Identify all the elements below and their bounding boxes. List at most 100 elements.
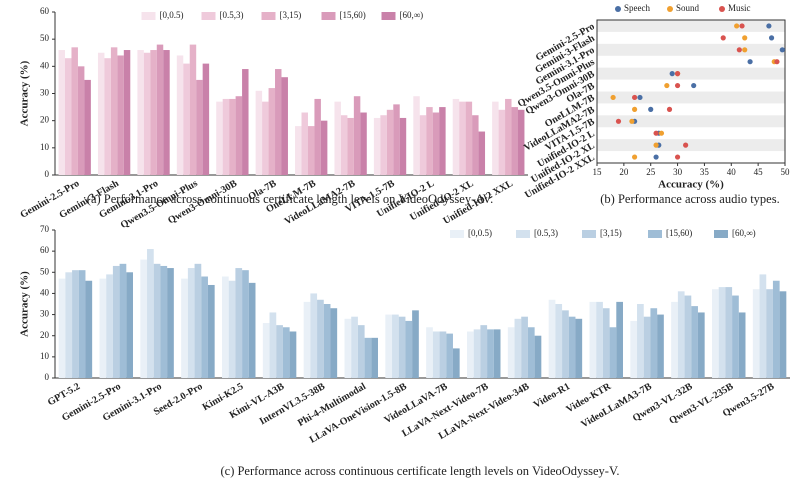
dot: [648, 106, 654, 112]
bar: [534, 335, 542, 378]
y-tick-label: 20: [40, 115, 50, 125]
caption: (c) Performance across continuous certif…: [220, 464, 619, 478]
bar: [117, 55, 124, 175]
bar: [452, 98, 460, 175]
bar: [630, 320, 638, 378]
bar: [575, 318, 583, 378]
x-tick-label: 45: [754, 167, 764, 177]
x-tick-label: 35: [700, 167, 710, 177]
bar: [58, 278, 66, 378]
row-band: [597, 115, 785, 128]
bar: [357, 325, 365, 378]
bar: [779, 291, 787, 378]
dot: [742, 35, 748, 41]
legend-label: [0.5,3): [534, 228, 558, 238]
legend-marker: [667, 6, 673, 12]
bar: [759, 274, 767, 378]
bar: [712, 289, 719, 378]
bar: [248, 282, 256, 378]
bar: [235, 268, 243, 378]
bar: [351, 316, 358, 378]
bar: [596, 301, 603, 378]
bar: [452, 348, 460, 378]
bar: [527, 327, 535, 378]
bar: [242, 69, 249, 175]
y-tick-label: 0: [45, 169, 50, 179]
bar: [650, 308, 658, 378]
x-tick-label: 40: [727, 167, 737, 177]
legend-label: [3,15): [280, 10, 302, 20]
bar: [677, 291, 685, 378]
bar: [505, 98, 512, 175]
y-tick-label: 70: [40, 224, 50, 234]
legend-swatch: [648, 230, 662, 238]
bar: [255, 90, 263, 175]
legend-swatch: [516, 230, 530, 238]
legend-swatch: [261, 12, 276, 20]
bar: [413, 96, 420, 175]
bar: [459, 101, 466, 175]
bar: [419, 115, 427, 175]
bar: [235, 96, 243, 175]
x-tick-label: 20: [619, 167, 629, 177]
legend-label: [15,60): [340, 10, 366, 20]
bar: [399, 117, 407, 175]
legend-swatch: [201, 12, 216, 20]
dot: [632, 94, 638, 101]
dot: [747, 59, 753, 65]
dot: [669, 71, 675, 77]
legend-swatch: [141, 12, 156, 20]
bar: [295, 126, 302, 175]
legend-swatch: [450, 230, 464, 238]
bar: [282, 327, 290, 378]
bar: [72, 270, 79, 378]
bar: [202, 63, 210, 175]
dot: [664, 82, 670, 89]
bar: [487, 329, 494, 378]
bar: [187, 268, 195, 378]
dot: [739, 23, 745, 29]
bar: [691, 306, 698, 378]
bar: [555, 304, 563, 378]
y-tick-label: 30: [40, 309, 50, 319]
dot: [632, 106, 638, 112]
bar: [426, 327, 433, 378]
bar: [439, 107, 446, 175]
bar: [380, 115, 387, 175]
bar: [143, 52, 151, 175]
caption: (b) Performance across audio types.: [600, 192, 779, 206]
x-tick-label: 50: [781, 167, 791, 177]
bar: [340, 115, 348, 175]
bar: [392, 314, 399, 378]
dot: [632, 154, 638, 160]
bar: [478, 131, 486, 175]
dot: [653, 154, 659, 160]
bar: [281, 77, 288, 175]
y-tick-label: 10: [40, 142, 50, 152]
bar: [58, 50, 66, 175]
x-axis-label: Accuracy (%): [658, 179, 724, 191]
bar: [507, 327, 515, 378]
bar: [465, 101, 473, 175]
y-tick-label: 60: [40, 245, 50, 255]
bar: [373, 117, 381, 175]
bar: [472, 115, 479, 175]
bar: [275, 69, 282, 175]
bar: [189, 44, 197, 175]
row-band: [597, 43, 785, 56]
legend-label: [15,60): [666, 228, 692, 238]
dot: [674, 154, 681, 160]
dot: [658, 130, 665, 136]
bar: [262, 323, 270, 378]
bar: [268, 88, 276, 175]
bar: [657, 314, 664, 378]
bar: [514, 318, 522, 378]
bar: [156, 44, 164, 175]
bar: [344, 318, 352, 378]
dot: [674, 71, 681, 77]
dot: [683, 142, 689, 148]
bar: [353, 96, 361, 175]
x-tick-label: 25: [646, 167, 656, 177]
bar: [222, 98, 230, 175]
bar: [517, 109, 525, 175]
